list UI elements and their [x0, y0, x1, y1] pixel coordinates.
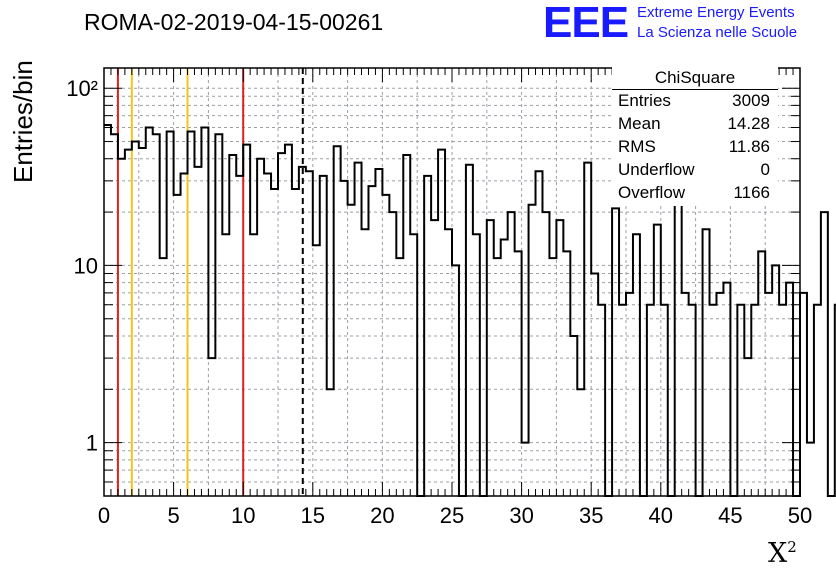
stats-divider [612, 89, 778, 90]
logo-line-2: La Scienza nelle Scuole [637, 24, 798, 41]
tick-layer [103, 68, 801, 497]
stats-box: ChiSquare Entries 3009 Mean 14.28 RMS 11… [612, 66, 778, 206]
grid-layer [104, 68, 800, 496]
stats-value: 11.86 [728, 137, 770, 156]
stats-row: Entries 3009 [618, 91, 770, 114]
stats-value: 1166 [733, 183, 770, 202]
x-tick-label: 40 [649, 503, 673, 528]
stats-row: Mean 14.28 [618, 114, 770, 137]
y-tick-label: 1 [86, 431, 98, 456]
stats-label: Underflow [618, 160, 695, 179]
x-tick-label: 10 [231, 503, 255, 528]
eee-logo: EEE [543, 0, 629, 47]
x-tick-label: 20 [370, 503, 394, 528]
x-tick-label: 5 [167, 503, 179, 528]
stats-value: 0 [760, 160, 770, 179]
x-axis-label: X2 [768, 538, 797, 569]
stats-label: Overflow [618, 183, 686, 202]
logo-line-1: Extreme Energy Events [637, 4, 795, 21]
stats-row: Overflow 1166 [618, 183, 770, 206]
stats-label: Mean [618, 114, 661, 133]
x-tick-label: 30 [509, 503, 533, 528]
y-axis-label: Entries/bin [8, 60, 38, 183]
x-tick-label: 50 [788, 503, 812, 528]
stats-label: Entries [618, 91, 671, 110]
x-tick-label: 25 [440, 503, 464, 528]
stats-row: RMS 11.86 [618, 137, 770, 160]
x-tick-label: 35 [579, 503, 603, 528]
histogram-outline [104, 123, 836, 497]
tick-label-layer: 0 5 10 15 20 25 30 35 40 45 50 1 10 10² [66, 76, 812, 528]
y-tick-label: 10² [66, 76, 98, 101]
stats-label: RMS [618, 137, 656, 156]
stats-row: Underflow 0 [618, 160, 770, 183]
x-tick-label: 15 [301, 503, 325, 528]
x-tick-label: 45 [718, 503, 742, 528]
y-tick-label: 10 [74, 253, 98, 278]
stats-value: 14.28 [727, 114, 770, 133]
x-tick-label: 0 [98, 503, 110, 528]
chart-title: ROMA-02-2019-04-15-00261 [84, 9, 384, 35]
stats-value: 3009 [732, 91, 770, 110]
stats-title: ChiSquare [654, 68, 736, 87]
